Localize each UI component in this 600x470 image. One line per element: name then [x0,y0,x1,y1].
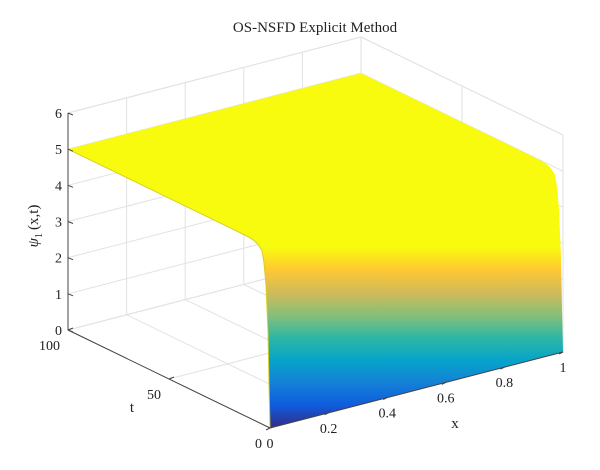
z-axis-label-symbol: ψ [26,237,42,247]
x-tick-mark-2 [382,397,388,401]
z-tick-mark-0 [67,329,74,333]
surface-patch [68,73,563,428]
y-tick-label-2: 100 [39,339,60,354]
x-axis-line [269,351,564,429]
x-tick-label-0: 0 [267,437,274,452]
z-tick-label-6: 6 [55,107,62,122]
x-tick-label-1: 0.2 [320,422,338,437]
y-axis-label: t [130,400,135,416]
z-tick-label-4: 4 [55,179,62,194]
x-tick-mark-4 [500,366,505,370]
x-tick-label-2: 0.4 [378,407,396,422]
z-tick-mark-4 [67,184,74,188]
z-tick-label-2: 2 [55,252,62,267]
grid-back-wall-z-5 [67,72,362,150]
y-tick-mark-0 [269,425,276,429]
x-tick-mark-3 [441,381,447,385]
surface-near-edge [67,148,271,429]
box-top-side-edge [360,36,564,136]
z-tick-mark-3 [67,221,74,224]
z-tick-mark-2 [67,257,74,261]
surface-layer [67,73,563,429]
z-tick-label-5: 5 [55,143,62,158]
z-axis-label-subscript: 1 [34,233,45,238]
chart-title: OS-NSFD Explicit Method [233,20,398,36]
z-tick-label-1: 1 [55,288,62,303]
x-tick-label-5: 1 [560,361,567,376]
z-tick-mark-5 [67,148,74,152]
x-tick-mark-0 [265,427,271,431]
z-tick-label-3: 3 [55,216,62,231]
z-axis-label: ψ1 (x,t) [26,205,45,248]
x-tick-mark-1 [324,412,329,416]
x-tick-mark-5 [558,351,564,355]
z-tick-mark-6 [67,112,74,116]
y-tick-label-1: 50 [147,388,161,403]
x-tick-label-3: 0.6 [437,391,455,406]
z-tick-mark-1 [67,293,74,297]
x-axis-label: x [451,416,459,432]
z-tick-label-0: 0 [55,324,62,339]
box-top-back-edge [67,36,362,114]
x-tick-label-4: 0.8 [496,376,514,391]
z-axis-label-suffix: (x,t) [26,205,42,230]
y-tick-label-0: 0 [255,437,262,452]
y-tick-mark-2 [67,327,74,331]
y-tick-mark-1 [168,376,175,380]
